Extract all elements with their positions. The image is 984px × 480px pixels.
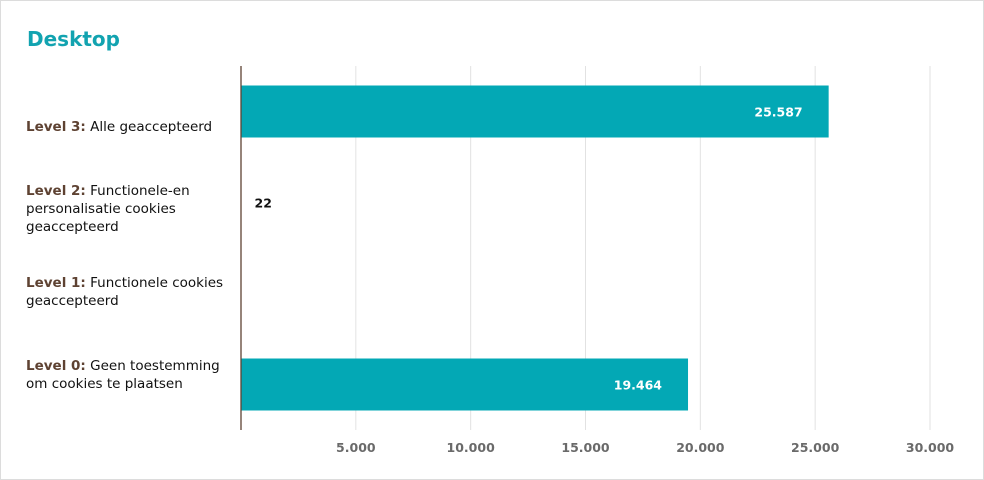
- category-label-level-2: Level 2: Functionele-en personalisatie c…: [26, 182, 231, 236]
- category-label-level-0: Level 0: Geen toestemming om cookies te …: [26, 357, 231, 393]
- x-tick-label: 20.000: [676, 440, 725, 455]
- x-tick-label: 10.000: [447, 440, 496, 455]
- data-label: 19.464: [614, 378, 663, 393]
- category-level: Level 3:: [26, 119, 86, 135]
- data-label: 22: [255, 196, 272, 211]
- bar: [241, 85, 829, 138]
- category-level: Level 1:: [26, 275, 86, 291]
- x-tick-label: 15.000: [561, 440, 610, 455]
- category-text: Functionele cookies geaccepteerd: [26, 275, 224, 309]
- x-tick-label: 5.000: [336, 440, 376, 455]
- chart-title: Desktop: [27, 27, 120, 51]
- category-level: Level 2:: [26, 183, 86, 199]
- x-tick-label: 30.000: [906, 440, 955, 455]
- x-tick-label: 25.000: [791, 440, 840, 455]
- category-text: Geen toestemming om cookies te plaatsen: [26, 358, 220, 392]
- category-text: Alle geaccepteerd: [90, 119, 213, 135]
- category-text: Functionele-en personalisatie cookies ge…: [26, 183, 190, 235]
- category-level: Level 0:: [26, 358, 86, 374]
- category-label-level-3: Level 3: Alle geaccepteerd: [26, 118, 231, 136]
- bar: [241, 358, 689, 411]
- data-label: 25.587: [754, 105, 802, 120]
- category-label-level-1: Level 1: Functionele cookies geaccepteer…: [26, 274, 231, 310]
